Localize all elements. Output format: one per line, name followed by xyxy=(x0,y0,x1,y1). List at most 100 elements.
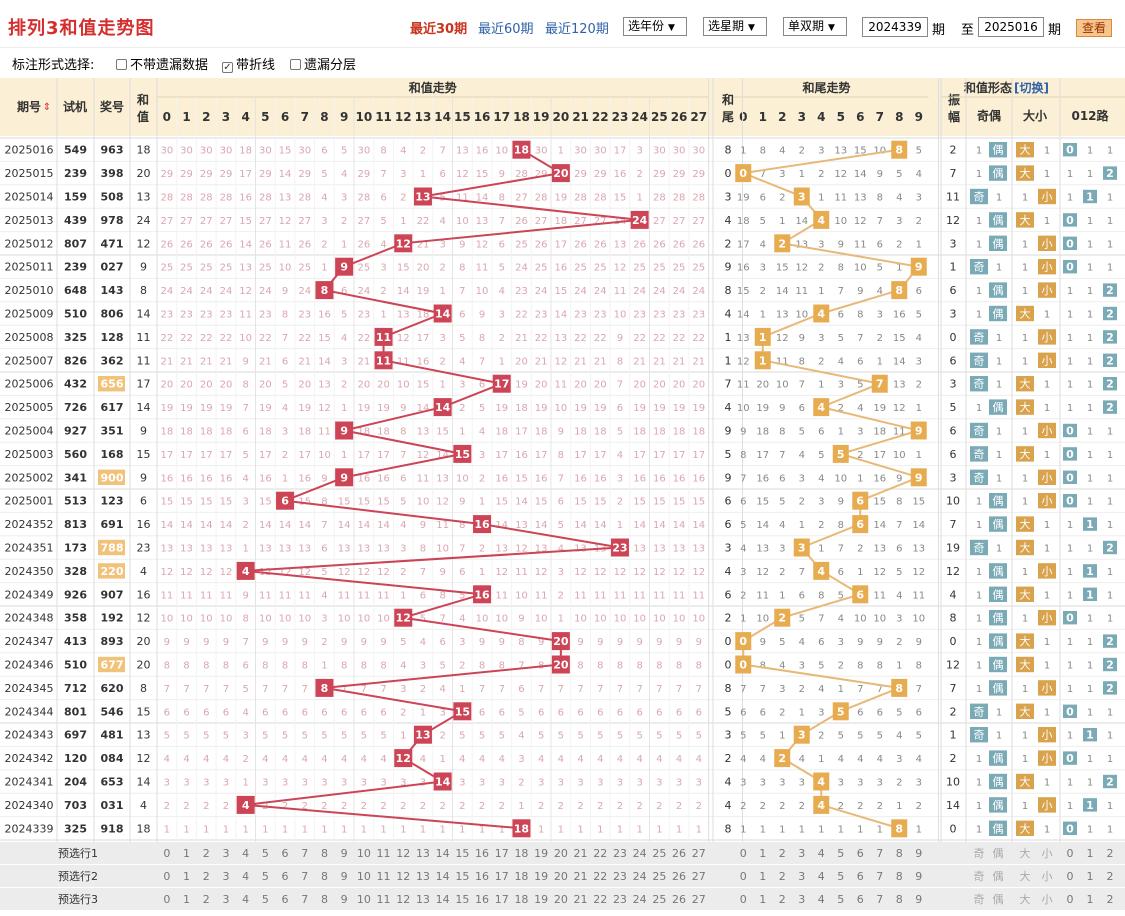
preselect-sum-number[interactable]: 8 xyxy=(321,893,328,906)
from-issue-input[interactable]: 2024339 xyxy=(862,17,928,37)
preselect-sum-number[interactable]: 3 xyxy=(222,870,229,883)
preselect-sum-number[interactable]: 17 xyxy=(495,847,509,860)
preselect-sum-number[interactable]: 12 xyxy=(396,847,410,860)
preselect-tail-number[interactable]: 3 xyxy=(798,847,805,860)
preselect-tail-number[interactable]: 8 xyxy=(896,847,903,860)
preselect-even[interactable]: 偶 xyxy=(993,847,1004,860)
preselect-route-number[interactable]: 1 xyxy=(1087,870,1094,883)
preselect-sum-number[interactable]: 26 xyxy=(672,847,686,860)
preselect-sum-number[interactable]: 3 xyxy=(222,847,229,860)
preselect-tail-number[interactable]: 7 xyxy=(876,847,883,860)
preselect-sum-number[interactable]: 6 xyxy=(282,847,289,860)
preselect-sum-number[interactable]: 18 xyxy=(514,893,528,906)
preselect-route-number[interactable]: 2 xyxy=(1107,893,1114,906)
preselect-sum-number[interactable]: 10 xyxy=(357,893,371,906)
preselect-sum-number[interactable]: 2 xyxy=(203,847,210,860)
preselect-sum-number[interactable]: 16 xyxy=(475,870,489,883)
preselect-sum-number[interactable]: 21 xyxy=(574,893,588,906)
polyline-checkbox[interactable]: ✓ 带折线 xyxy=(222,54,275,73)
preselect-sum-number[interactable]: 21 xyxy=(574,870,588,883)
preselect-sum-number[interactable]: 20 xyxy=(554,893,568,906)
preselect-sum-number[interactable]: 24 xyxy=(633,847,647,860)
preselect-sum-number[interactable]: 18 xyxy=(514,870,528,883)
preselect-sum-number[interactable]: 21 xyxy=(574,847,588,860)
preselect-sum-number[interactable]: 22 xyxy=(593,870,607,883)
preselect-row[interactable] xyxy=(0,865,1125,887)
preselect-big[interactable]: 大 xyxy=(1020,846,1031,860)
preselect-sum-number[interactable]: 4 xyxy=(242,847,249,860)
preselect-sum-number[interactable]: 17 xyxy=(495,870,509,883)
switch-link[interactable]: [切换] xyxy=(1014,80,1049,95)
preselect-route-number[interactable]: 0 xyxy=(1067,847,1074,860)
preselect-row[interactable] xyxy=(0,842,1125,864)
preselect-sum-number[interactable]: 15 xyxy=(455,870,469,883)
preselect-even[interactable]: 偶 xyxy=(993,870,1004,883)
preselect-tail-number[interactable]: 7 xyxy=(876,870,883,883)
preselect-sum-number[interactable]: 5 xyxy=(262,893,269,906)
preselect-sum-number[interactable]: 3 xyxy=(222,893,229,906)
preselect-sum-number[interactable]: 9 xyxy=(341,893,348,906)
preselect-sum-number[interactable]: 11 xyxy=(377,847,391,860)
preselect-sum-number[interactable]: 16 xyxy=(475,893,489,906)
preselect-odd[interactable]: 奇 xyxy=(974,870,985,883)
preselect-sum-number[interactable]: 7 xyxy=(301,893,308,906)
preselect-sum-number[interactable]: 11 xyxy=(377,870,391,883)
preselect-sum-number[interactable]: 11 xyxy=(377,893,391,906)
preselect-sum-number[interactable]: 19 xyxy=(534,893,548,906)
preselect-sum-number[interactable]: 1 xyxy=(183,893,190,906)
preselect-odd[interactable]: 奇 xyxy=(974,847,985,860)
preselect-sum-number[interactable]: 5 xyxy=(262,847,269,860)
preselect-sum-number[interactable]: 9 xyxy=(341,870,348,883)
preselect-tail-number[interactable]: 6 xyxy=(857,847,864,860)
preselect-tail-number[interactable]: 0 xyxy=(740,847,747,860)
parity-select[interactable]: 单双期 ▼ xyxy=(783,17,847,36)
recent-60-link[interactable]: 最近60期 xyxy=(478,22,534,37)
preselect-sum-number[interactable]: 13 xyxy=(416,893,430,906)
preselect-route-number[interactable]: 1 xyxy=(1087,893,1094,906)
preselect-sum-number[interactable]: 0 xyxy=(163,847,170,860)
preselect-tail-number[interactable]: 9 xyxy=(915,847,922,860)
preselect-sum-number[interactable]: 4 xyxy=(242,893,249,906)
preselect-sum-number[interactable]: 0 xyxy=(163,870,170,883)
preselect-sum-number[interactable]: 7 xyxy=(301,847,308,860)
preselect-sum-number[interactable]: 8 xyxy=(321,847,328,860)
preselect-sum-number[interactable]: 25 xyxy=(652,847,666,860)
preselect-sum-number[interactable]: 26 xyxy=(672,893,686,906)
preselect-sum-number[interactable]: 2 xyxy=(203,893,210,906)
preselect-sum-number[interactable]: 25 xyxy=(652,870,666,883)
preselect-sum-number[interactable]: 20 xyxy=(554,870,568,883)
preselect-sum-number[interactable]: 13 xyxy=(416,870,430,883)
preselect-sum-number[interactable]: 8 xyxy=(321,870,328,883)
to-issue-input[interactable]: 2025016 xyxy=(978,17,1044,37)
preselect-big[interactable]: 大 xyxy=(1020,869,1031,883)
miss-layer-checkbox[interactable]: 遗漏分层 xyxy=(290,54,356,73)
sort-icon[interactable]: ⇕ xyxy=(43,102,51,113)
preselect-tail-number[interactable]: 8 xyxy=(896,893,903,906)
preselect-tail-number[interactable]: 6 xyxy=(857,893,864,906)
recent-120-link[interactable]: 最近120期 xyxy=(545,22,609,37)
preselect-sum-number[interactable]: 20 xyxy=(554,847,568,860)
preselect-sum-number[interactable]: 19 xyxy=(534,847,548,860)
preselect-sum-number[interactable]: 19 xyxy=(534,870,548,883)
preselect-sum-number[interactable]: 10 xyxy=(357,870,371,883)
preselect-sum-number[interactable]: 22 xyxy=(593,893,607,906)
preselect-even[interactable]: 偶 xyxy=(993,893,1004,906)
preselect-small[interactable]: 小 xyxy=(1042,847,1053,860)
preselect-route-number[interactable]: 2 xyxy=(1107,847,1114,860)
preselect-sum-number[interactable]: 9 xyxy=(341,847,348,860)
preselect-route-number[interactable]: 2 xyxy=(1107,870,1114,883)
preselect-tail-number[interactable]: 7 xyxy=(876,893,883,906)
preselect-sum-number[interactable]: 17 xyxy=(495,893,509,906)
preselect-sum-number[interactable]: 24 xyxy=(633,870,647,883)
preselect-sum-number[interactable]: 18 xyxy=(514,847,528,860)
preselect-small[interactable]: 小 xyxy=(1042,870,1053,883)
no-miss-checkbox[interactable]: 不带遗漏数据 xyxy=(116,54,208,73)
preselect-tail-number[interactable]: 2 xyxy=(779,847,786,860)
preselect-sum-number[interactable]: 6 xyxy=(282,893,289,906)
preselect-sum-number[interactable]: 16 xyxy=(475,847,489,860)
preselect-tail-number[interactable]: 0 xyxy=(740,893,747,906)
preselect-tail-number[interactable]: 4 xyxy=(818,847,825,860)
year-select[interactable]: 选年份 ▼ xyxy=(623,17,687,36)
preselect-sum-number[interactable]: 14 xyxy=(436,893,450,906)
preselect-sum-number[interactable]: 12 xyxy=(396,870,410,883)
